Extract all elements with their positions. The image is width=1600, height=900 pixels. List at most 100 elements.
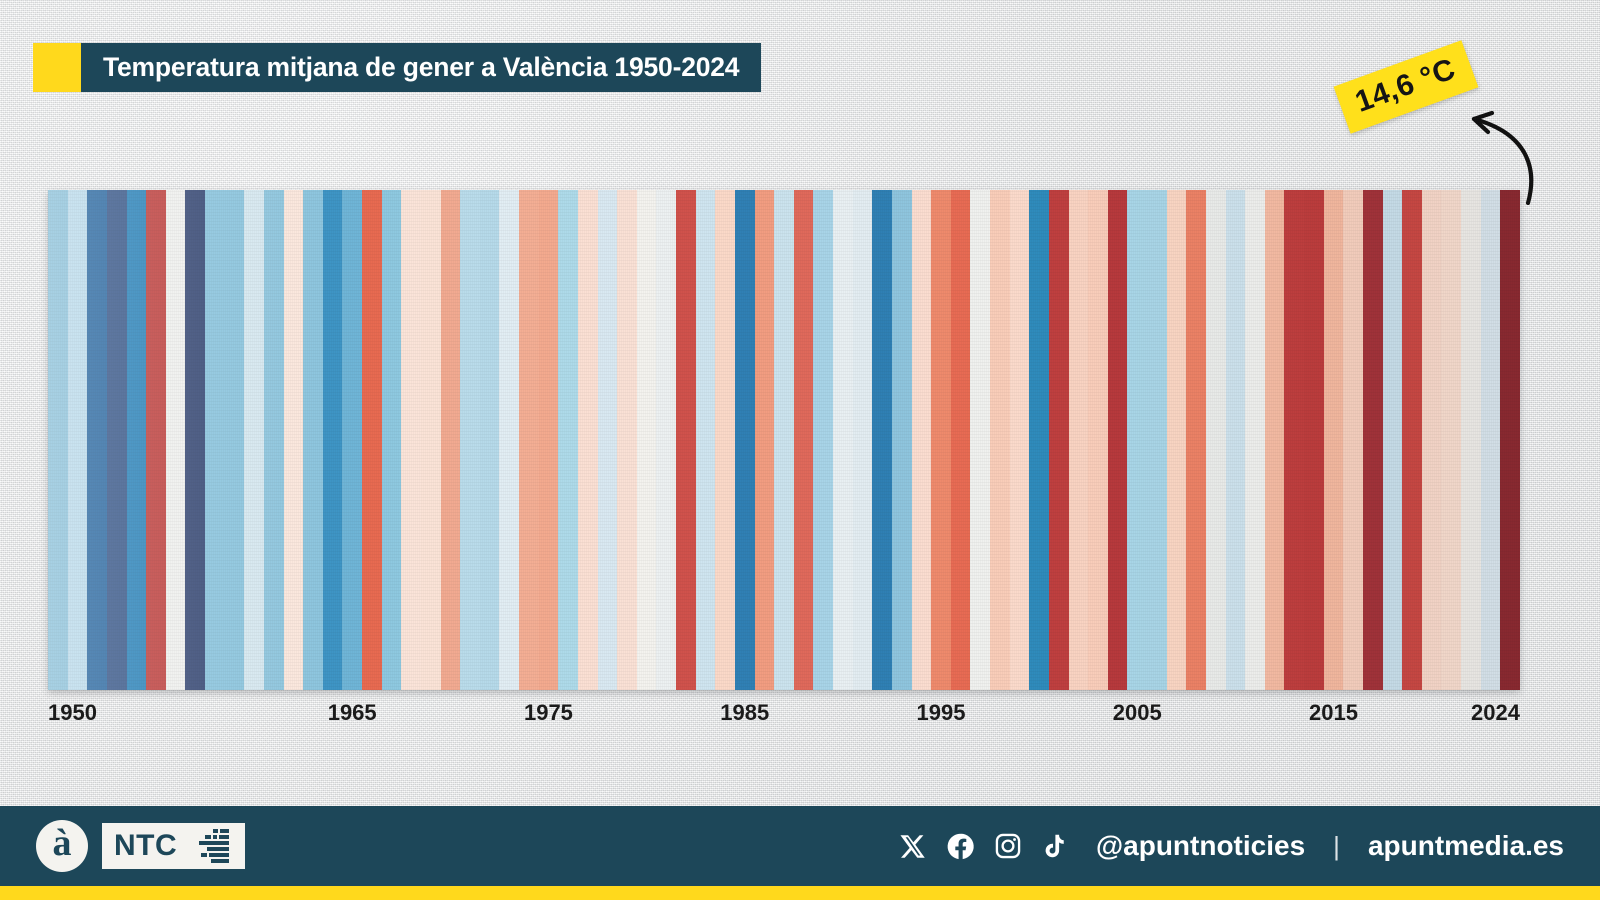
stripe-1969	[420, 190, 441, 690]
page-title: Temperatura mitjana de gener a València …	[103, 52, 740, 82]
stripe-2020	[1421, 190, 1442, 690]
stripe-1957	[185, 190, 205, 690]
footer-accent-bar	[0, 886, 1600, 900]
stripe-2008	[1186, 190, 1206, 690]
ntc-logo: NTC	[102, 823, 246, 869]
stripe-1961	[263, 190, 284, 690]
facebook-icon[interactable]	[946, 831, 976, 861]
axis-label-1965: 1965	[327, 700, 377, 725]
stripe-1993	[891, 190, 912, 690]
stripe-1989	[813, 190, 833, 690]
stripe-1978	[597, 190, 618, 690]
stripe-2024	[1500, 190, 1520, 690]
stripe-2018	[1382, 190, 1403, 690]
tiktok-icon[interactable]	[1040, 831, 1070, 861]
stripe-1973	[499, 190, 519, 690]
title-accent-swatch	[33, 43, 81, 92]
stripe-1953	[106, 190, 127, 690]
stripe-1965	[342, 190, 362, 690]
stripe-1997	[970, 190, 990, 690]
stripe-1972	[479, 190, 500, 690]
stripe-1987	[774, 190, 794, 690]
stripe-2014	[1304, 190, 1324, 690]
stripe-1980	[636, 190, 657, 690]
footer-bar: à NTC	[0, 806, 1600, 886]
axis-label-1985: 1985	[720, 700, 770, 725]
warming-stripes-chart	[48, 190, 1520, 690]
axis-label-2015: 2015	[1309, 700, 1358, 725]
stripe-1977	[577, 190, 598, 690]
stripe-2005	[1127, 190, 1147, 690]
stripe-1976	[558, 190, 578, 690]
axis-label-1975: 1975	[523, 700, 573, 725]
temperature-callout-badge: 14,6 °C	[1333, 40, 1479, 134]
stripe-1986	[754, 190, 775, 690]
ntc-label: NTC	[114, 829, 178, 862]
stripe-1966	[362, 190, 382, 690]
stripe-1955	[146, 190, 166, 690]
stripe-1996	[950, 190, 971, 690]
stripe-1998	[990, 190, 1010, 690]
callout-value: 14,6 °C	[1350, 52, 1460, 119]
stripe-2001	[1048, 190, 1069, 690]
stripe-1952	[87, 190, 107, 690]
stripe-1990	[833, 190, 853, 690]
stripe-1988	[793, 190, 814, 690]
stripe-2002	[1068, 190, 1089, 690]
stripe-2011	[1245, 190, 1265, 690]
stripe-1975	[538, 190, 559, 690]
stripe-1974	[519, 190, 539, 690]
x-icon[interactable]	[899, 831, 929, 861]
stripe-2007	[1166, 190, 1187, 690]
stripe-1958	[205, 190, 225, 690]
stripe-2000	[1029, 190, 1049, 690]
stripe-1962	[283, 190, 304, 690]
stripe-2022	[1461, 190, 1481, 690]
axis-label-2024: 2024	[1471, 700, 1520, 725]
stripe-2015	[1323, 190, 1344, 690]
stripe-1968	[401, 190, 421, 690]
stripe-1995	[931, 190, 951, 690]
year-axis: 1950 1965 1975 1985 1995 2005 2015 2024	[0, 700, 1600, 736]
title-row: Temperatura mitjana de gener a València …	[33, 43, 762, 92]
stripe-1999	[1009, 190, 1030, 690]
stripe-1979	[617, 190, 637, 690]
social-handle[interactable]: @apuntnoticies	[1095, 830, 1306, 861]
stripe-2010	[1225, 190, 1246, 690]
stripe-2004	[1107, 190, 1128, 690]
stripe-2009	[1205, 190, 1226, 690]
stripe-1967	[381, 190, 402, 690]
website-url[interactable]: apuntmedia.es	[1367, 830, 1564, 861]
stripe-2006	[1147, 190, 1167, 690]
stripe-1970	[440, 190, 461, 690]
stripe-2012	[1264, 190, 1285, 690]
stripe-1991	[852, 190, 873, 690]
axis-label-2005: 2005	[1112, 700, 1162, 725]
stripe-2013	[1284, 190, 1304, 690]
stripe-1981	[656, 190, 676, 690]
stripe-1959	[224, 190, 245, 690]
stripe-1956	[165, 190, 186, 690]
axis-label-1995: 1995	[916, 700, 966, 725]
stripes-glyph-icon	[199, 829, 230, 863]
stripe-1950	[48, 190, 68, 690]
stripe-1963	[303, 190, 323, 690]
logo-letter: à	[52, 822, 72, 864]
apunt-logo-icon: à	[36, 820, 88, 872]
stripe-1982	[676, 190, 696, 690]
title-bar: Temperatura mitjana de gener a València …	[81, 43, 762, 92]
stripe-1984	[715, 190, 735, 690]
curved-arrow-icon	[1471, 110, 1534, 205]
instagram-icon[interactable]	[993, 831, 1023, 861]
stripe-2019	[1402, 190, 1422, 690]
stripe-1964	[322, 190, 343, 690]
brand-lockup: à NTC	[36, 820, 246, 872]
stripe-1983	[695, 190, 716, 690]
stripe-2021	[1441, 190, 1461, 690]
stripe-2003	[1088, 190, 1108, 690]
stripe-2017	[1362, 190, 1383, 690]
stripe-2016	[1343, 190, 1363, 690]
stripe-1985	[734, 190, 755, 690]
stripe-1992	[872, 190, 892, 690]
